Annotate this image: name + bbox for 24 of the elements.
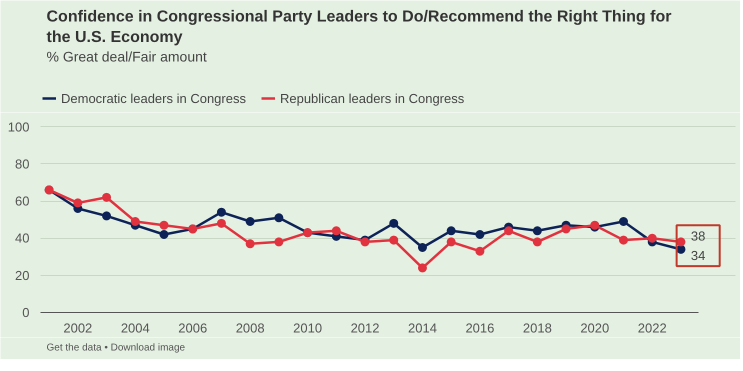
x-tick-label: 2012: [350, 320, 380, 336]
x-tick-label: 2018: [522, 320, 552, 336]
x-tick-label: 2022: [638, 320, 667, 336]
x-tick-label: 2014: [408, 320, 437, 336]
chart-title: Confidence in Congressional Party Leaders to Do/Recommend the Right Thing for the U.S. Economy: [46, 8, 672, 46]
x-tick-label: 2010: [293, 320, 322, 336]
y-tick-label: 40: [15, 230, 30, 246]
x-tick-label: 2020: [580, 320, 610, 336]
y-tick-label: 80: [15, 156, 30, 172]
legend-label: Democratic leaders in Congress: [61, 90, 246, 106]
x-tick-label: 2006: [178, 320, 208, 336]
x-tick-label: 2008: [236, 320, 265, 336]
y-tick-label: 0: [22, 305, 30, 320]
data-label: 34: [690, 248, 706, 263]
x-tick-label: 2002: [63, 320, 92, 336]
y-tick-label: 100: [8, 119, 30, 134]
y-tick-label: 60: [15, 194, 30, 209]
y-tick-label: 20: [15, 268, 30, 283]
data-label: 38: [690, 228, 706, 244]
text: Get the data • Download image: [46, 342, 186, 354]
chart-subtitle: % Great deal/Fair amount: [46, 48, 207, 64]
x-tick-label: 2004: [120, 320, 150, 336]
legend-label: Republican leaders in Congress: [280, 90, 464, 106]
x-tick-label: 2016: [465, 320, 494, 336]
